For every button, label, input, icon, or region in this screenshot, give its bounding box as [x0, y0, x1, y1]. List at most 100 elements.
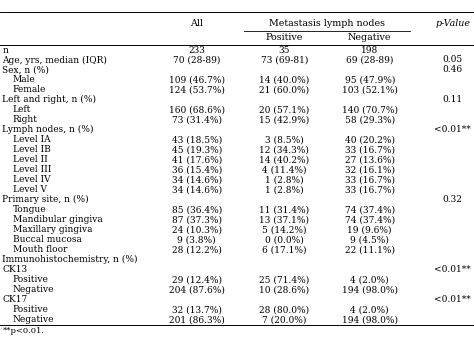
Text: Level III: Level III [13, 165, 51, 174]
Text: 4 (2.0%): 4 (2.0%) [350, 305, 389, 314]
Text: 201 (86.3%): 201 (86.3%) [169, 315, 225, 324]
Text: 95 (47.9%): 95 (47.9%) [345, 75, 395, 85]
Text: CK17: CK17 [2, 295, 27, 304]
Text: 74 (37.4%): 74 (37.4%) [345, 215, 395, 224]
Text: 70 (28-89): 70 (28-89) [173, 56, 220, 64]
Text: <0.01**: <0.01** [434, 295, 471, 304]
Text: 9 (3.8%): 9 (3.8%) [177, 235, 216, 244]
Text: Negative: Negative [13, 315, 55, 324]
Text: 124 (53.7%): 124 (53.7%) [169, 86, 225, 94]
Text: 4 (2.0%): 4 (2.0%) [350, 275, 389, 284]
Text: 27 (13.6%): 27 (13.6%) [345, 155, 395, 164]
Text: 0.05: 0.05 [443, 56, 463, 64]
Text: Mouth floor: Mouth floor [13, 245, 67, 254]
Text: 28 (12.2%): 28 (12.2%) [172, 245, 222, 254]
Text: 87 (37.3%): 87 (37.3%) [172, 215, 222, 224]
Text: 24 (10.3%): 24 (10.3%) [172, 225, 222, 234]
Text: <0.01**: <0.01** [434, 125, 471, 134]
Text: n: n [2, 45, 8, 55]
Text: Left and right, n (%): Left and right, n (%) [2, 95, 96, 104]
Text: 140 (70.7%): 140 (70.7%) [342, 105, 398, 115]
Text: Maxillary gingiva: Maxillary gingiva [13, 225, 92, 234]
Text: 36 (15.4%): 36 (15.4%) [172, 165, 222, 174]
Text: 13 (37.1%): 13 (37.1%) [259, 215, 310, 224]
Text: 14 (40.0%): 14 (40.0%) [259, 75, 310, 85]
Text: CK13: CK13 [2, 265, 27, 274]
Text: **p<0.01.: **p<0.01. [2, 327, 45, 335]
Text: 6 (17.1%): 6 (17.1%) [262, 245, 307, 254]
Text: 43 (18.5%): 43 (18.5%) [172, 135, 222, 144]
Text: Primary site, n (%): Primary site, n (%) [2, 195, 89, 204]
Text: 9 (4.5%): 9 (4.5%) [350, 235, 389, 244]
Text: 73 (31.4%): 73 (31.4%) [172, 115, 222, 124]
Text: p-Value: p-Value [435, 19, 470, 28]
Text: Age, yrs, median (IQR): Age, yrs, median (IQR) [2, 56, 107, 64]
Text: 204 (87.6%): 204 (87.6%) [169, 285, 225, 294]
Text: 0 (0.0%): 0 (0.0%) [265, 235, 304, 244]
Text: 0.32: 0.32 [443, 195, 463, 204]
Text: 0.46: 0.46 [443, 65, 463, 74]
Text: 194 (98.0%): 194 (98.0%) [342, 315, 398, 324]
Text: Negative: Negative [13, 285, 55, 294]
Text: 7 (20.0%): 7 (20.0%) [262, 315, 307, 324]
Text: 198: 198 [361, 45, 378, 55]
Text: 5 (14.2%): 5 (14.2%) [262, 225, 307, 234]
Text: Lymph nodes, n (%): Lymph nodes, n (%) [2, 125, 94, 134]
Text: 1 (2.8%): 1 (2.8%) [265, 175, 304, 184]
Text: Buccal mucosa: Buccal mucosa [13, 235, 82, 244]
Text: 194 (98.0%): 194 (98.0%) [342, 285, 398, 294]
Text: Level II: Level II [13, 155, 47, 164]
Text: Male: Male [13, 75, 36, 85]
Text: Immunohistochemistry, n (%): Immunohistochemistry, n (%) [2, 255, 138, 264]
Text: 3 (8.5%): 3 (8.5%) [265, 135, 304, 144]
Text: 85 (36.4%): 85 (36.4%) [172, 205, 222, 214]
Text: 40 (20.2%): 40 (20.2%) [345, 135, 395, 144]
Text: 35: 35 [279, 45, 290, 55]
Text: 41 (17.6%): 41 (17.6%) [172, 155, 222, 164]
Text: Level V: Level V [13, 185, 47, 194]
Text: 22 (11.1%): 22 (11.1%) [345, 245, 395, 254]
Text: Positive: Positive [13, 305, 49, 314]
Text: 32 (16.1%): 32 (16.1%) [345, 165, 395, 174]
Text: 160 (68.6%): 160 (68.6%) [169, 105, 225, 115]
Text: 34 (14.6%): 34 (14.6%) [172, 185, 222, 194]
Text: 103 (52.1%): 103 (52.1%) [342, 86, 398, 94]
Text: 33 (16.7%): 33 (16.7%) [345, 145, 395, 154]
Text: Level IA: Level IA [13, 135, 50, 144]
Text: 34 (14.6%): 34 (14.6%) [172, 175, 222, 184]
Text: 45 (19.3%): 45 (19.3%) [172, 145, 222, 154]
Text: Positive: Positive [13, 275, 49, 284]
Text: 11 (31.4%): 11 (31.4%) [259, 205, 310, 214]
Text: 21 (60.0%): 21 (60.0%) [259, 86, 310, 94]
Text: Mandibular gingiva: Mandibular gingiva [13, 215, 102, 224]
Text: Level IB: Level IB [13, 145, 51, 154]
Text: 10 (28.6%): 10 (28.6%) [259, 285, 310, 294]
Text: 73 (69-81): 73 (69-81) [261, 56, 308, 64]
Text: 109 (46.7%): 109 (46.7%) [169, 75, 225, 85]
Text: 33 (16.7%): 33 (16.7%) [345, 185, 395, 194]
Text: 69 (28-89): 69 (28-89) [346, 56, 393, 64]
Text: 1 (2.8%): 1 (2.8%) [265, 185, 304, 194]
Text: 28 (80.0%): 28 (80.0%) [259, 305, 310, 314]
Text: 0.11: 0.11 [443, 95, 463, 104]
Text: 58 (29.3%): 58 (29.3%) [345, 115, 395, 124]
Text: Level IV: Level IV [13, 175, 50, 184]
Text: Female: Female [13, 86, 46, 94]
Text: 12 (34.3%): 12 (34.3%) [259, 145, 310, 154]
Text: Right: Right [13, 115, 38, 124]
Text: Left: Left [13, 105, 31, 115]
Text: All: All [190, 19, 203, 28]
Text: 233: 233 [188, 45, 205, 55]
Text: 20 (57.1%): 20 (57.1%) [259, 105, 310, 115]
Text: Negative: Negative [348, 33, 392, 42]
Text: Positive: Positive [266, 33, 303, 42]
Text: Metastasis lymph nodes: Metastasis lymph nodes [269, 19, 385, 28]
Text: Tongue: Tongue [13, 205, 46, 214]
Text: 14 (40.2%): 14 (40.2%) [259, 155, 310, 164]
Text: <0.01**: <0.01** [434, 265, 471, 274]
Text: 29 (12.4%): 29 (12.4%) [172, 275, 222, 284]
Text: 74 (37.4%): 74 (37.4%) [345, 205, 395, 214]
Text: 32 (13.7%): 32 (13.7%) [172, 305, 222, 314]
Text: 15 (42.9%): 15 (42.9%) [259, 115, 310, 124]
Text: 19 (9.6%): 19 (9.6%) [347, 225, 392, 234]
